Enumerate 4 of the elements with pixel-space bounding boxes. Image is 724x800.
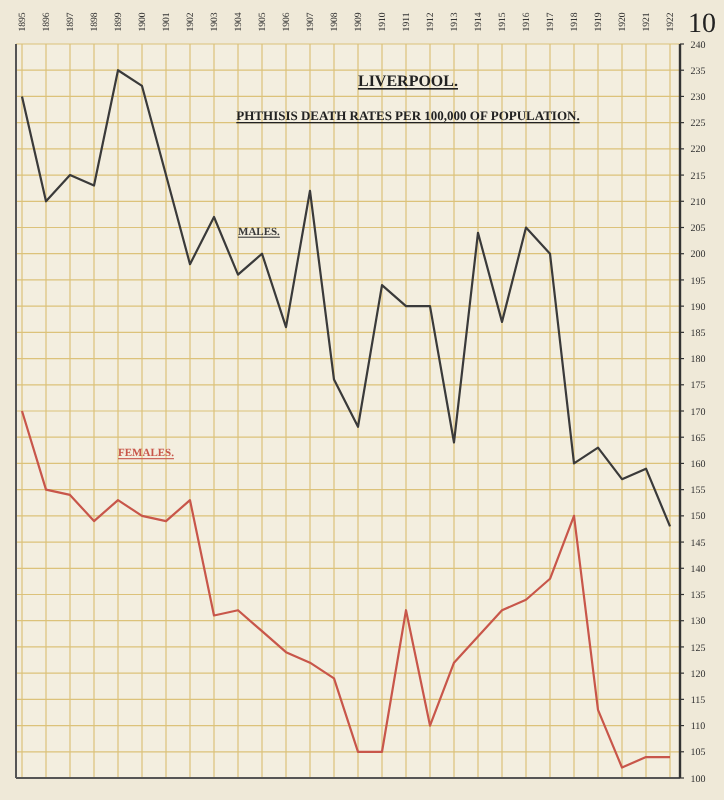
text: LIVERPOOL.	[357, 72, 459, 90]
line-series	[20, 409, 672, 769]
line-series	[20, 69, 672, 528]
text: 10	[688, 10, 716, 40]
